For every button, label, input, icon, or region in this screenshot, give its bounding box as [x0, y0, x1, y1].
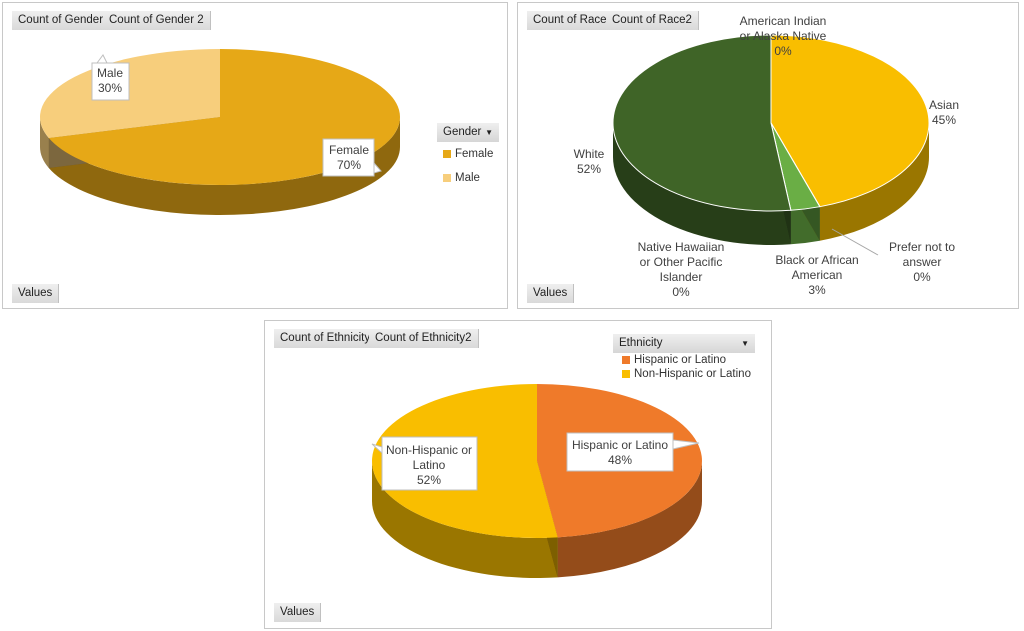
- pie-side-asian: [819, 123, 929, 241]
- ethnicity-chart-panel: Count of Ethnicity Count of Ethnicity2 H…: [264, 320, 772, 629]
- legend-swatch-hispanic: [622, 355, 630, 364]
- svg-text:30%: 30%: [98, 81, 122, 95]
- field-button-count-of-race[interactable]: Count of Race: [527, 11, 614, 30]
- svg-text:3%: 3%: [808, 283, 826, 297]
- pie-slice-male: [39, 49, 221, 139]
- dropdown-arrow-icon: ▼: [741, 339, 749, 348]
- svg-text:0%: 0%: [672, 285, 690, 299]
- ethnicity-legend-title: Ethnicity: [619, 337, 663, 349]
- values-button-ethnicity[interactable]: Values: [274, 603, 322, 622]
- svg-text:0%: 0%: [774, 44, 792, 58]
- svg-text:White: White: [574, 147, 605, 161]
- pie-side-male: [40, 117, 49, 169]
- field-button-count-of-gender-2[interactable]: Count of Gender 2: [103, 11, 211, 30]
- values-button-race[interactable]: Values: [527, 284, 575, 303]
- field-button-count-of-ethnicity[interactable]: Count of Ethnicity: [274, 329, 378, 348]
- svg-text:70%: 70%: [337, 158, 361, 172]
- legend-swatch-male: [443, 173, 451, 182]
- legend-label-male: Male: [455, 172, 480, 184]
- svg-text:American: American: [792, 268, 843, 282]
- svg-text:American Indian: American Indian: [740, 14, 827, 28]
- svg-text:Asian: Asian: [929, 98, 959, 112]
- field-button-count-of-race2[interactable]: Count of Race2: [606, 11, 699, 30]
- svg-text:or Other Pacific: or Other Pacific: [640, 255, 723, 269]
- svg-text:Islander: Islander: [660, 270, 703, 284]
- legend-item-non-hispanic[interactable]: Non-Hispanic or Latino: [622, 368, 751, 380]
- svg-text:52%: 52%: [577, 162, 601, 176]
- ethnicity-legend-filter[interactable]: Ethnicity ▼: [613, 334, 755, 353]
- svg-text:Female: Female: [329, 143, 369, 157]
- field-button-count-of-ethnicity2[interactable]: Count of Ethnicity2: [369, 329, 479, 348]
- svg-text:Hispanic or Latino: Hispanic or Latino: [572, 438, 668, 452]
- gender-legend-filter[interactable]: Gender ▼: [437, 123, 499, 142]
- pie-side-hispanic-or-latino: [557, 461, 702, 578]
- leader-line-prefer-not: [831, 228, 879, 256]
- svg-text:Non-Hispanic or: Non-Hispanic or: [386, 443, 472, 457]
- svg-text:52%: 52%: [417, 473, 441, 487]
- svg-text:Black or African: Black or African: [775, 253, 858, 267]
- svg-text:45%: 45%: [932, 113, 956, 127]
- pie-slice-female: [48, 49, 401, 185]
- pie-slice-white: [612, 34, 792, 212]
- svg-text:or Alaska Native: or Alaska Native: [740, 29, 827, 43]
- field-button-count-of-gender[interactable]: Count of Gender: [12, 11, 111, 30]
- pie-slice-asian: [770, 34, 930, 208]
- legend-item-hispanic[interactable]: Hispanic or Latino: [622, 354, 726, 366]
- values-button-gender[interactable]: Values: [12, 284, 60, 303]
- dropdown-arrow-icon: ▼: [485, 128, 493, 137]
- pie-side-non-hispanic-or-latino: [372, 461, 558, 578]
- svg-text:answer: answer: [903, 255, 942, 269]
- pie-side-white: [613, 123, 791, 246]
- svg-text:Native Hawaiian: Native Hawaiian: [638, 240, 725, 254]
- legend-label-female: Female: [455, 148, 494, 160]
- legend-label-hispanic: Hispanic or Latino: [634, 354, 727, 366]
- legend-item-female[interactable]: Female: [443, 148, 493, 160]
- svg-text:48%: 48%: [608, 453, 632, 467]
- pie-side-female: [48, 117, 401, 216]
- svg-text:Male: Male: [97, 66, 123, 80]
- gender-legend-title: Gender: [443, 126, 482, 138]
- legend-swatch-female: [443, 149, 451, 158]
- svg-text:0%: 0%: [913, 270, 931, 284]
- legend-swatch-non-hispanic: [622, 369, 630, 378]
- svg-text:Prefer not to: Prefer not to: [889, 240, 955, 254]
- legend-label-non-hispanic: Non-Hispanic or Latino: [634, 368, 751, 380]
- svg-text:Latino: Latino: [413, 458, 446, 472]
- race-chart-panel: Count of Race Count of Race2 American In…: [517, 2, 1019, 309]
- legend-item-male[interactable]: Male: [443, 172, 480, 184]
- gender-chart-panel: Count of Gender Count of Gender 2 Female…: [2, 2, 508, 309]
